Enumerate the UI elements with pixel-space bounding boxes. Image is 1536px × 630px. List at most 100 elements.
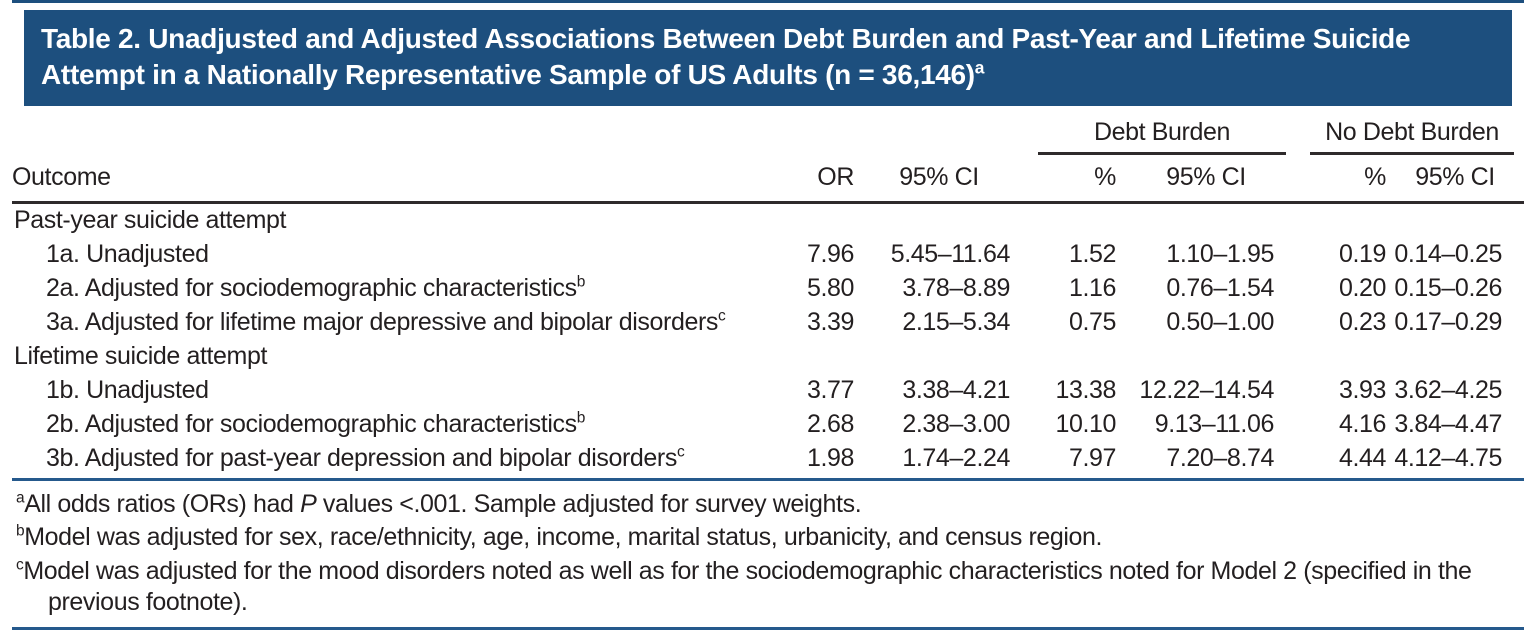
row-label: 1a. Unadjusted — [46, 240, 209, 269]
title-line1: Table 2. Unadjusted and Adjusted Associa… — [41, 23, 1411, 54]
nodebt-pct-value: 0.19 — [1338, 240, 1386, 269]
data-row-1b: 1b. Unadjusted 3.77 3.38–4.21 13.38 12.2… — [12, 374, 1524, 408]
group-header-no-debt-burden: No Debt Burden — [1296, 112, 1524, 155]
row-label: 3b. Adjusted for past-year depression an… — [46, 444, 677, 473]
nodebt-pct-value — [1296, 340, 1386, 374]
footnote-b: bModel was adjusted for sex, race/ethnic… — [14, 522, 1522, 554]
nodebt-ci-value — [1386, 202, 1524, 238]
nodebt-ci-value: 0.17–0.29 — [1394, 308, 1502, 337]
column-header-ci-nodebt: 95% CI — [1386, 154, 1524, 204]
debt-pct-value — [1024, 202, 1116, 238]
nodebt-pct-value: 0.20 — [1338, 274, 1386, 303]
title-footnote-marker: a — [974, 57, 985, 78]
footnote-text: Model was adjusted for sex, race/ethnici… — [24, 523, 1103, 552]
footnote-italic: P — [300, 489, 317, 518]
group-header-debt-burden: Debt Burden — [1024, 112, 1296, 155]
footnote-marker: b — [576, 409, 586, 427]
footnote-text: values <.001. Sample adjusted for survey… — [316, 489, 862, 518]
or-value: 3.39 — [806, 308, 854, 337]
group-header-row: Debt Burden No Debt Burden — [12, 112, 1524, 155]
or-ci-value: 1.74–2.24 — [902, 444, 1010, 473]
debt-pct-value: 13.38 — [1055, 376, 1116, 405]
footnote-marker: a — [16, 489, 25, 507]
group-header-label: No Debt Burden — [1310, 118, 1514, 155]
debt-ci-value: 9.13–11.06 — [1154, 410, 1275, 439]
title-line2: Attempt in a Nationally Representative S… — [41, 58, 975, 90]
nodebt-pct-value — [1296, 202, 1386, 238]
data-row-3a: 3a. Adjusted for lifetime major depressi… — [12, 306, 1524, 340]
spacer-cell — [12, 112, 784, 155]
debt-ci-value — [1116, 202, 1296, 238]
group-header-label: Debt Burden — [1038, 118, 1286, 155]
or-ci-value: 3.78–8.89 — [902, 274, 1010, 303]
footnote-a: aAll odds ratios (ORs) had P values <.00… — [14, 489, 1522, 521]
or-value: 3.77 — [806, 376, 854, 405]
data-row-1a: 1a. Unadjusted 7.96 5.45–11.64 1.52 1.10… — [12, 238, 1524, 272]
debt-pct-value: 0.75 — [1068, 308, 1116, 337]
or-value: 7.96 — [806, 240, 854, 269]
debt-ci-value: 1.10–1.95 — [1166, 240, 1274, 269]
nodebt-ci-value: 3.84–4.47 — [1394, 410, 1502, 439]
debt-pct-value: 7.97 — [1068, 444, 1116, 473]
debt-ci-value: 12.22–14.54 — [1139, 376, 1274, 405]
or-ci-value — [854, 202, 1024, 238]
footnote-marker: c — [16, 556, 24, 574]
or-ci-value — [854, 340, 1024, 374]
top-rule — [12, 0, 1524, 3]
nodebt-pct-value: 0.23 — [1338, 308, 1386, 337]
debt-ci-value: 0.76–1.54 — [1166, 274, 1274, 303]
footnote-c: cModel was adjusted for the mood disorde… — [14, 556, 1522, 619]
footnote-text: All odds ratios (ORs) had — [24, 489, 301, 518]
row-label: 3a. Adjusted for lifetime major depressi… — [46, 308, 718, 337]
spacer-cell — [854, 112, 1024, 155]
column-header-ci: 95% CI — [854, 154, 1024, 204]
column-header-row: Outcome OR 95% CI % 95% CI % 95% CI — [12, 154, 1524, 204]
table-title: Table 2. Unadjusted and Adjusted Associa… — [24, 10, 1512, 106]
or-ci-value: 5.45–11.64 — [890, 240, 1011, 269]
row-label: 1b. Unadjusted — [46, 376, 209, 405]
or-value: 1.98 — [806, 444, 854, 473]
footnote-marker: b — [16, 522, 25, 540]
or-value — [784, 202, 854, 238]
column-header-pct-debt: % — [1024, 154, 1116, 204]
section-label: Past-year suicide attempt — [14, 206, 287, 235]
column-header-ci-debt: 95% CI — [1116, 154, 1296, 204]
footnote-marker: c — [676, 443, 685, 461]
data-row-3b: 3b. Adjusted for past-year depression an… — [12, 442, 1524, 476]
nodebt-pct-value: 4.16 — [1338, 410, 1386, 439]
or-ci-value: 2.38–3.00 — [902, 410, 1010, 439]
footnotes: aAll odds ratios (ORs) had P values <.00… — [12, 481, 1524, 619]
or-ci-value: 2.15–5.34 — [902, 308, 1010, 337]
row-label: 2a. Adjusted for sociodemographic charac… — [46, 274, 577, 303]
nodebt-ci-value: 0.14–0.25 — [1394, 240, 1502, 269]
or-value: 5.80 — [806, 274, 854, 303]
results-table: Debt Burden No Debt Burden Outcome OR 95… — [12, 112, 1524, 476]
data-row-2a: 2a. Adjusted for sociodemographic charac… — [12, 272, 1524, 306]
column-header-or: OR — [784, 154, 854, 204]
debt-pct-value: 1.52 — [1068, 240, 1116, 269]
or-value — [784, 340, 854, 374]
footnote-marker: b — [576, 273, 586, 291]
figure-bottom-rule — [12, 626, 1524, 630]
section-row-past-year: Past-year suicide attempt — [12, 202, 1524, 238]
debt-ci-value: 0.50–1.00 — [1166, 308, 1274, 337]
debt-ci-value — [1116, 340, 1296, 374]
data-row-2b: 2b. Adjusted for sociodemographic charac… — [12, 408, 1524, 442]
debt-ci-value: 7.20–8.74 — [1166, 444, 1274, 473]
nodebt-ci-value: 0.15–0.26 — [1394, 274, 1502, 303]
row-label: 2b. Adjusted for sociodemographic charac… — [46, 410, 577, 439]
section-label: Lifetime suicide attempt — [14, 342, 268, 371]
debt-pct-value — [1024, 340, 1116, 374]
or-value: 2.68 — [806, 410, 854, 439]
column-header-pct-nodebt: % — [1296, 154, 1386, 204]
footnote-text: Model was adjusted for the mood disorder… — [23, 556, 1472, 617]
debt-pct-value: 1.16 — [1068, 274, 1116, 303]
table-figure: Table 2. Unadjusted and Adjusted Associa… — [12, 0, 1524, 630]
nodebt-ci-value: 4.12–4.75 — [1394, 444, 1502, 473]
nodebt-pct-value: 4.44 — [1338, 444, 1386, 473]
table-bottom-rule — [12, 477, 1524, 481]
footnote-marker: c — [717, 307, 726, 325]
spacer-cell — [784, 112, 854, 155]
or-ci-value: 3.38–4.21 — [902, 376, 1010, 405]
column-header-outcome: Outcome — [12, 154, 784, 204]
